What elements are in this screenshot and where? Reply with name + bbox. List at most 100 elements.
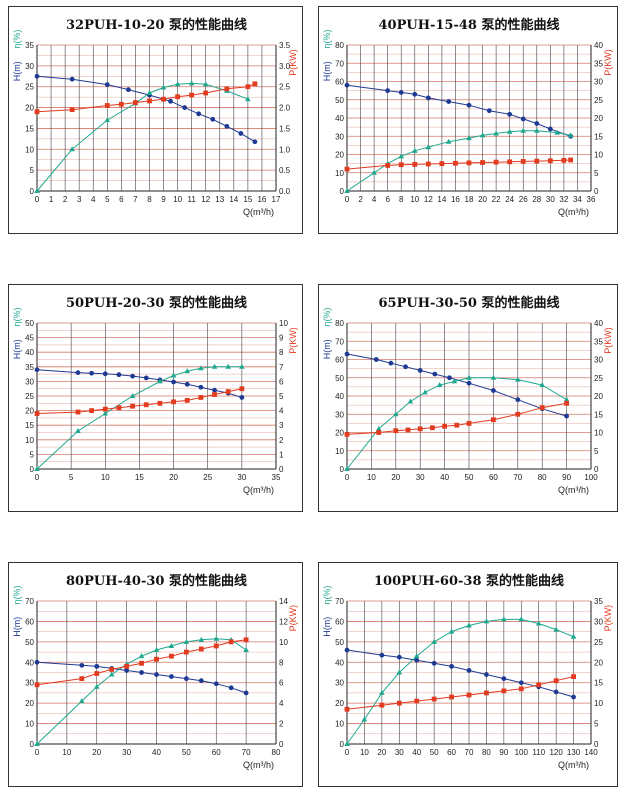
left-tick-label: 20 (335, 151, 344, 160)
x-tick-label: 22 (492, 195, 501, 204)
right-tick-label: 5 (594, 447, 599, 456)
left-tick-label: 5 (30, 450, 35, 459)
x-axis-label: Q(m³/h) (243, 760, 274, 770)
efficiency-point (422, 389, 428, 395)
head-point (139, 670, 144, 675)
efficiency-axis-label: η(%) (12, 307, 22, 326)
head-point (184, 381, 190, 387)
power-point (139, 660, 144, 666)
chart-title: 40PUH-15-48 泵的性能曲线 (379, 17, 560, 33)
x-tick-label: 17 (272, 195, 281, 204)
power-point (198, 395, 204, 400)
power-point (203, 90, 209, 96)
right-tick-label: 0.5 (279, 166, 291, 175)
left-tick-label: 50 (335, 374, 344, 383)
x-tick-label: 80 (482, 748, 491, 757)
power-point (245, 84, 251, 90)
x-tick-label: 5 (69, 473, 74, 482)
left-tick-label: 15 (25, 421, 34, 430)
left-tick-label: 30 (335, 410, 344, 419)
head-point (75, 370, 81, 376)
right-tick-label: 0 (279, 740, 284, 749)
efficiency-point (539, 382, 545, 388)
power-point (102, 406, 108, 412)
power-point (405, 427, 411, 433)
x-tick-label: 120 (549, 748, 563, 757)
right-tick-label: 9 (279, 334, 284, 343)
left-tick-label: 0 (340, 740, 345, 749)
efficiency-point (466, 622, 472, 628)
x-tick-label: 130 (567, 748, 581, 757)
efficiency-point (160, 84, 167, 90)
left-tick-label: 10 (335, 447, 344, 456)
efficiency-point (375, 425, 382, 431)
power-point (171, 399, 176, 405)
efficiency-point (93, 683, 100, 689)
power-point (454, 422, 460, 428)
efficiency-point (506, 128, 513, 134)
left-tick-label: 70 (335, 597, 344, 606)
right-tick-label: 2 (279, 720, 284, 729)
head-point (125, 87, 131, 93)
x-tick-label: 24 (505, 195, 514, 204)
power-point (161, 96, 166, 102)
x-tick-label: 70 (513, 473, 522, 482)
x-tick-label: 20 (478, 195, 487, 204)
head-point (466, 380, 472, 386)
x-tick-label: 2 (358, 195, 363, 204)
right-tick-label: 20 (594, 114, 603, 123)
x-tick-label: 30 (416, 473, 425, 482)
power-point (228, 639, 234, 645)
right-tick-label: 0 (594, 465, 599, 474)
x-tick-label: 90 (562, 473, 571, 482)
head-point (124, 668, 130, 673)
power-point (430, 425, 435, 431)
right-tick-label: 0 (594, 187, 599, 196)
power-point (224, 86, 230, 92)
head-point (130, 373, 135, 379)
head-point (344, 647, 350, 653)
efficiency-point (34, 741, 40, 746)
power-point (133, 100, 138, 105)
head-point (446, 99, 452, 104)
power-point (118, 101, 124, 107)
x-tick-label: 26 (519, 195, 528, 204)
power-point (536, 682, 542, 688)
right-tick-label: 5 (279, 392, 284, 401)
x-tick-label: 12 (424, 195, 433, 204)
power-point (109, 667, 115, 672)
left-tick-label: 10 (25, 145, 34, 154)
power-point (225, 389, 231, 395)
head-point (168, 98, 173, 104)
efficiency-point (501, 616, 507, 622)
head-axis-label: H(m) (12, 339, 22, 359)
efficiency-point (425, 144, 432, 150)
efficiency-point (445, 138, 452, 144)
head-point (466, 668, 472, 673)
head-point (520, 116, 526, 122)
x-tick-label: 14 (229, 195, 238, 204)
right-tick-label: 1.5 (279, 124, 291, 133)
efficiency-point (213, 635, 220, 641)
head-point (143, 375, 149, 381)
x-tick-label: 4 (372, 195, 377, 204)
power-point (425, 161, 431, 167)
x-tick-label: 40 (440, 473, 449, 482)
power-point (515, 411, 521, 417)
left-tick-label: 80 (335, 319, 344, 328)
power-point (484, 690, 489, 696)
power-point (568, 157, 574, 163)
head-point (238, 131, 244, 136)
power-point (453, 160, 458, 166)
efficiency-point (466, 135, 472, 141)
head-series-line (36, 75, 256, 143)
efficiency-point (407, 398, 414, 404)
right-tick-label: 2.5 (279, 83, 291, 92)
head-point (432, 371, 438, 377)
left-tick-label: 20 (25, 407, 34, 416)
x-tick-label: 1 (49, 195, 54, 204)
x-tick-label: 0 (35, 195, 40, 204)
